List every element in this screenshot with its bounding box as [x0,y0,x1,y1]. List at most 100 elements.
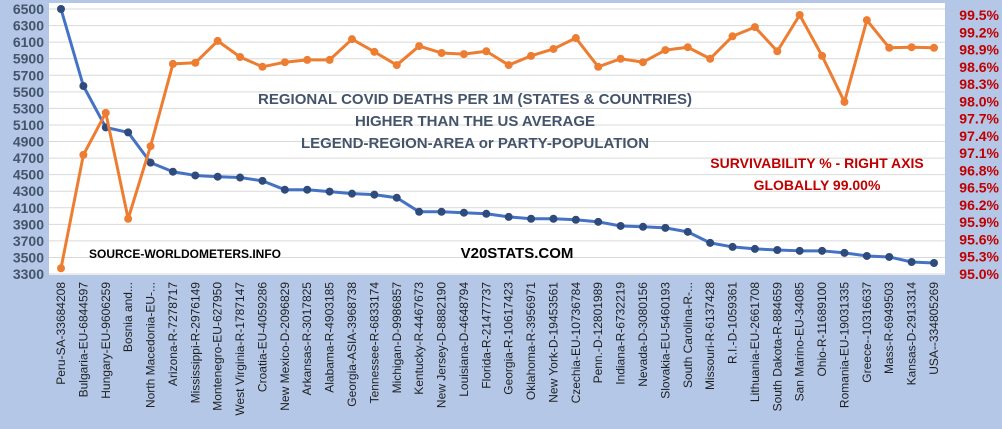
survivability-point [773,47,782,56]
deaths-point [57,5,65,13]
survivability-point [885,43,894,52]
survivability-point [258,62,267,71]
survivability-point [750,23,759,32]
left-tick-label: 4900 [13,134,44,150]
x-tick-label: Lithuania-EU-2661708 [748,282,762,402]
x-tick-label: Missouri-R-6137428 [703,282,717,390]
x-tick-label: R.I.-D-1059361 [726,282,740,364]
left-tick-label: 3900 [13,216,44,232]
deaths-point [168,167,177,176]
x-tick-label: Georgia-R-10617423 [502,282,516,395]
x-tick-label: Indiana-R-6732219 [614,282,628,385]
survivability-point [437,48,446,57]
deaths-point [213,172,222,181]
deaths-point [370,190,379,199]
left-tick-label: 6500 [13,1,44,17]
x-tick-label: Louisiana-D-4648794 [457,282,471,397]
deaths-point [258,176,267,185]
x-tick-label: Florida-R-21477737 [479,282,493,389]
deaths-line [59,8,935,265]
deaths-point [818,246,827,255]
survivability-point [683,43,692,52]
survivability-point [527,51,536,60]
survivability-point [616,54,625,63]
right-tick-label: 98.3% [959,76,999,92]
x-tick-label: Romania-EU-19031335 [837,282,851,408]
x-tick-label: Mississippi-R-2976149 [188,282,202,404]
survivability-point [280,58,289,67]
x-tick-label: New Jersey-D-8882190 [435,282,449,408]
deaths-point [79,82,88,91]
right-axis: 99.5%99.2% 98.9%98.6%98.3%98.0% 97.7%97.4%… [959,7,999,282]
left-tick-label: 4700 [13,150,44,166]
deaths-point [594,217,603,226]
left-tick-label: 5300 [13,100,44,116]
x-tick-label: Slovakia-EU-5460193 [658,282,672,399]
survivability-point [79,150,88,159]
survivability-point [168,59,177,68]
x-tick-label: Hungary-EU-9606259 [99,282,113,399]
deaths-point [459,208,468,217]
deaths-point [236,173,245,182]
left-tick-label: 3700 [13,233,44,249]
left-tick-label: 3300 [13,266,44,282]
deaths-point [728,242,737,251]
left-tick-label: 6100 [13,34,44,50]
deaths-point [549,214,558,223]
survivability-point [303,55,312,64]
deaths-point [280,185,289,194]
survivability-point [706,54,715,63]
title-line-3: LEGEND-REGION-AREA or PARTY-POPULATION [301,135,649,152]
x-tick-label: Ohio-R-11689100 [815,282,829,377]
x-tick-label: Georgia-ASIA-3968738 [345,282,359,407]
x-axis: Peru-SA-33684208 Bulgaria-EU-6844597 Hunga… [54,282,941,416]
x-tick-label: Czechia-EU-10736784 [569,282,583,404]
left-tick-label: 4300 [13,183,44,199]
right-tick-label: 96.2% [959,197,999,213]
deaths-point [146,158,155,167]
survivability-point [907,43,916,52]
survivability-point [213,36,222,45]
deaths-point [930,258,938,267]
right-tick-label: 98.0% [959,93,999,109]
deaths-point [840,248,849,257]
survivability-point [571,34,580,43]
x-tick-label: Michigan-D-9986857 [390,282,404,394]
deaths-point [124,128,133,137]
deaths-point [571,215,580,224]
right-tick-label: 95.3% [959,249,999,265]
deaths-point [773,245,782,254]
deaths-point [392,193,401,202]
survivability-point [325,55,334,64]
x-tick-label: Mass-R-6949503 [882,282,896,374]
right-tick-label: 99.5% [959,7,999,23]
right-tick-label: 98.9% [959,42,999,58]
right-tick-label: 97.1% [959,145,999,161]
deaths-point [437,207,446,216]
right-tick-label: 95.0% [959,266,999,282]
survivability-note-2: GLOBALLY 99.00% [754,177,881,193]
deaths-point [683,227,692,236]
deaths-point [303,185,312,194]
right-tick-label: 96.5% [959,180,999,196]
survivability-point [370,47,379,56]
x-tick-label: Penn.-D-12801989 [591,282,605,384]
left-axis: 6500630061005900570055005300510049004700… [13,1,44,282]
survivability-line [59,13,935,269]
survivability-point [191,58,200,67]
survivability-point [415,42,424,51]
deaths-point [348,189,356,198]
survivability-point [57,264,65,273]
survivability-point [862,16,871,25]
x-tick-label: New York-D-19453561 [546,282,560,403]
survivability-point [840,97,849,106]
x-tick-label: South Carolina-R-... [681,282,695,388]
survivability-point [124,214,133,223]
x-tick-label: Greece--10316637 [860,282,874,383]
x-tick-label: San Marino-EU-34085 [793,282,807,402]
survivability-note-1: SURVIVABILITY % - RIGHT AXIS [710,155,923,171]
x-tick-label: Peru-SA-33684208 [54,282,68,385]
survivability-point [504,61,513,70]
source-annotation: SOURCE-WORLDOMETERS.INFO [89,247,281,261]
